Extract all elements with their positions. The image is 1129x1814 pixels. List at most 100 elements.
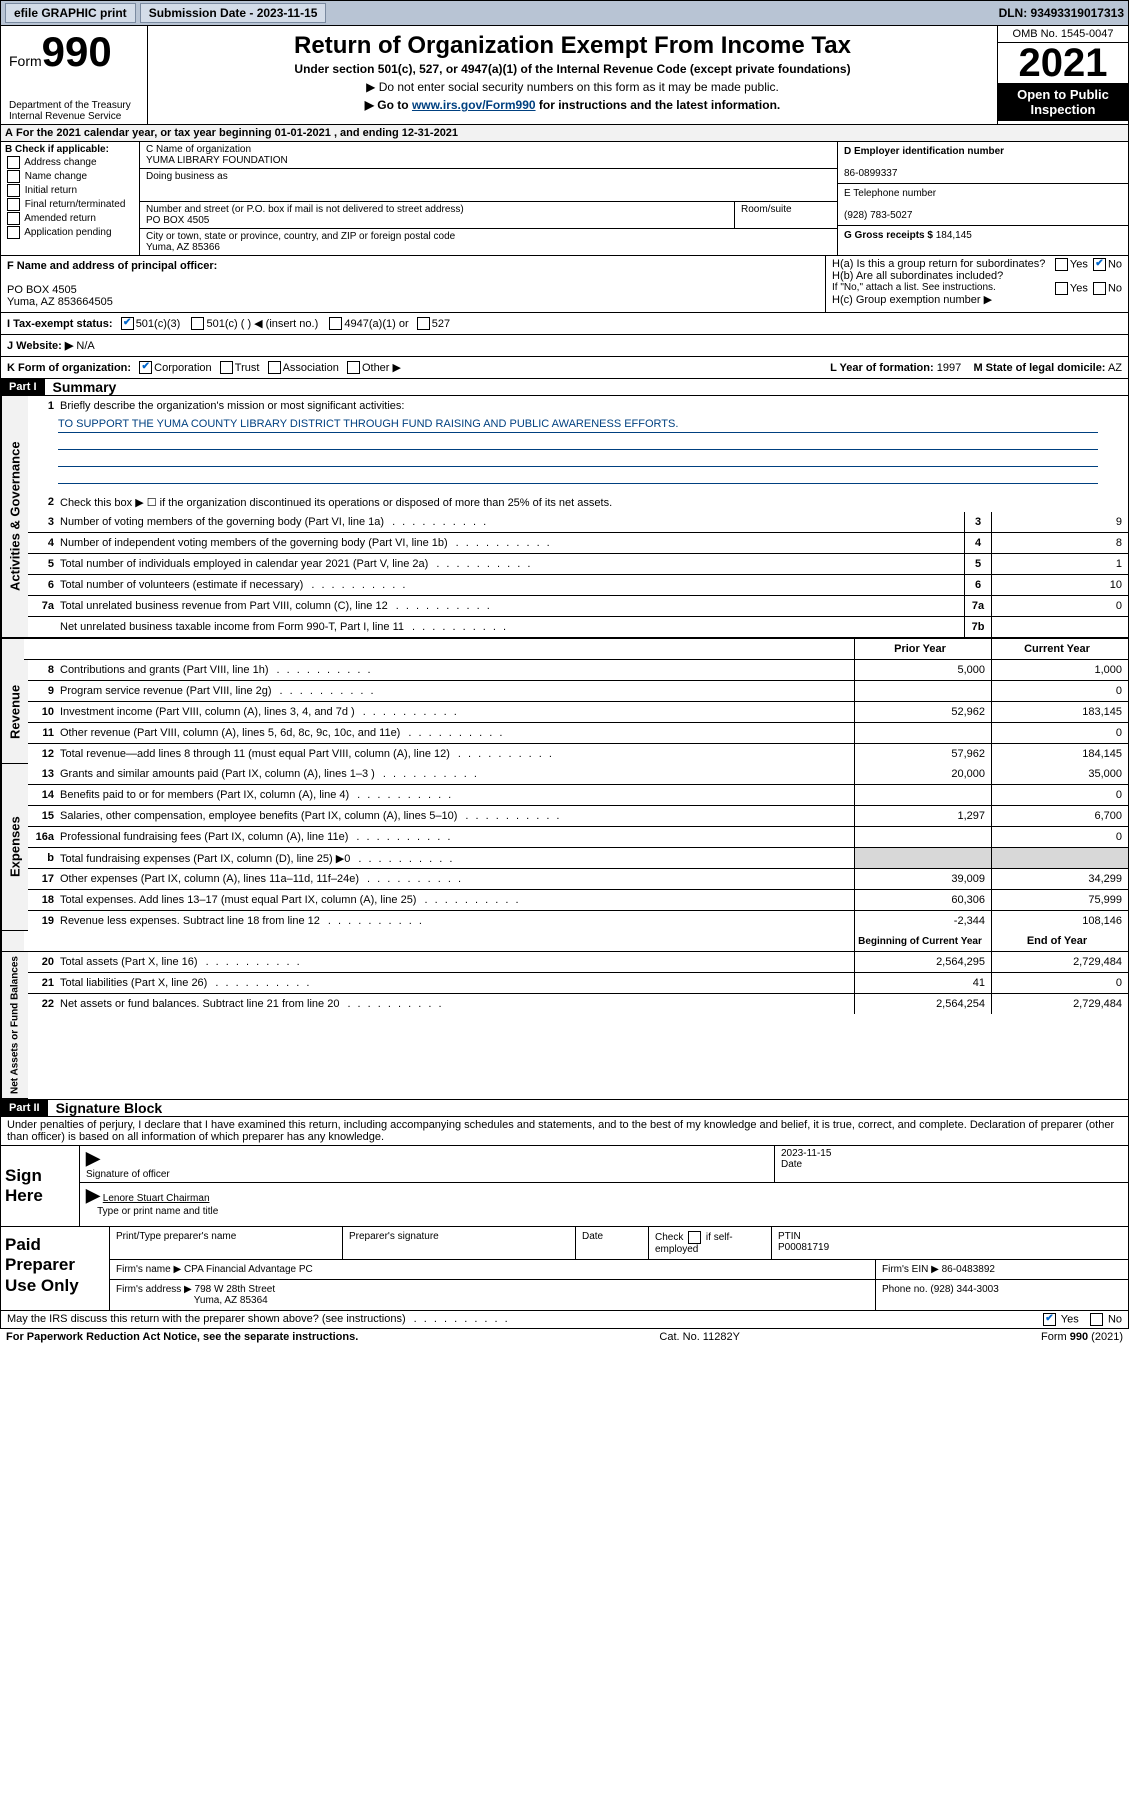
preparer-sig[interactable]: Preparer's signature — [343, 1227, 576, 1259]
revenue-lines-line-8: 8Contributions and grants (Part VIII, li… — [28, 660, 1128, 681]
dept-label: Department of the Treasury — [9, 100, 139, 111]
discuss-yes[interactable] — [1043, 1313, 1056, 1326]
chk-address-change[interactable]: Address change — [5, 156, 135, 169]
line-2: 2 Check this box ▶ ☐ if the organization… — [28, 492, 1128, 512]
governance-body: 1 Briefly describe the organization's mi… — [28, 396, 1128, 638]
netassets-lines-line-22: 22Net assets or fund balances. Subtract … — [28, 994, 1128, 1014]
gov-line-4: 4Number of independent voting members of… — [28, 533, 1128, 554]
expenses-lines-line-b: bTotal fundraising expenses (Part IX, co… — [28, 848, 1128, 869]
prior-year-header: Prior Year — [854, 639, 991, 659]
header-left: Form990 Department of the Treasury Inter… — [1, 26, 148, 124]
h-a: H(a) Is this a group return for subordin… — [832, 258, 1122, 270]
phone-label: E Telephone number — [844, 188, 936, 199]
irs-label: Internal Revenue Service — [9, 111, 139, 122]
preparer-name[interactable]: Print/Type preparer's name — [110, 1227, 343, 1259]
officer-h-row: F Name and address of principal officer:… — [0, 256, 1129, 313]
governance-label: Activities & Governance — [1, 396, 28, 638]
paid-row-3: Firm's address ▶ 798 W 28th Street Yuma,… — [110, 1280, 1128, 1310]
chk-501c[interactable] — [191, 317, 204, 330]
section-f: F Name and address of principal officer:… — [1, 256, 825, 312]
paid-body: Print/Type preparer's name Preparer's si… — [110, 1227, 1128, 1310]
row-k: K Form of organization: Corporation Trus… — [0, 357, 1129, 379]
end-year-header: End of Year — [991, 931, 1128, 951]
chk-corporation[interactable] — [139, 361, 152, 374]
chk-initial-return[interactable]: Initial return — [5, 184, 135, 197]
part2-bar: Part II Signature Block — [0, 1100, 1129, 1117]
part2-label: Part II — [1, 1100, 48, 1116]
sig-date: 2023-11-15 Date — [775, 1146, 1128, 1182]
j-label: J Website: ▶ — [7, 339, 73, 352]
form-header: Form990 Department of the Treasury Inter… — [0, 26, 1129, 125]
paid-label: Paid Preparer Use Only — [1, 1227, 110, 1310]
note2-pre: ▶ Go to — [365, 98, 412, 112]
chk-501c3[interactable] — [121, 317, 134, 330]
expenses-lines-line-17: 17Other expenses (Part IX, column (A), l… — [28, 869, 1128, 890]
twocol-header: b Prior Year Current Year — [24, 639, 1128, 660]
chk-527[interactable] — [417, 317, 430, 330]
self-employed[interactable]: Check if self-employed — [649, 1227, 772, 1259]
expenses-lines-line-14: 14Benefits paid to or for members (Part … — [28, 785, 1128, 806]
tax-year-row: A For the 2021 calendar year, or tax yea… — [0, 125, 1129, 142]
gov-line-7b: Net unrelated business taxable income fr… — [28, 617, 1128, 638]
chk-application-pending[interactable]: Application pending — [5, 226, 135, 239]
begin-year-header: Beginning of Current Year — [854, 931, 991, 951]
expenses-lines-line-18: 18Total expenses. Add lines 13–17 (must … — [28, 890, 1128, 911]
part2-title: Signature Block — [48, 1100, 163, 1116]
revenue-body: 8Contributions and grants (Part VIII, li… — [28, 660, 1128, 764]
chk-other[interactable] — [347, 361, 360, 374]
chk-association[interactable] — [268, 361, 281, 374]
sig-officer[interactable]: ▶ Signature of officer — [80, 1146, 775, 1182]
pra-left: For Paperwork Reduction Act Notice, see … — [6, 1331, 358, 1343]
dba-box: Doing business as — [140, 169, 837, 202]
hb-no[interactable] — [1093, 282, 1106, 295]
org-name: YUMA LIBRARY FOUNDATION — [146, 155, 288, 166]
netassets-lines-line-21: 21Total liabilities (Part X, line 26)410 — [28, 973, 1128, 994]
efile-label: efile GRAPHIC print — [5, 3, 136, 23]
k-label: K Form of organization: — [7, 362, 131, 374]
mission-text: TO SUPPORT THE YUMA COUNTY LIBRARY DISTR… — [28, 418, 1128, 484]
i-label: I Tax-exempt status: — [7, 318, 113, 330]
room-label: Room/suite — [741, 204, 792, 215]
firm-phone: Phone no. (928) 344-3003 — [876, 1280, 1128, 1310]
preparer-date[interactable]: Date — [576, 1227, 649, 1259]
gov-line-7a: 7aTotal unrelated business revenue from … — [28, 596, 1128, 617]
expenses-lines-line-15: 15Salaries, other compensation, employee… — [28, 806, 1128, 827]
officer-addr2: Yuma, AZ 853664505 — [7, 296, 113, 308]
expenses-label: Expenses — [1, 764, 28, 931]
chk-final-return[interactable]: Final return/terminated — [5, 198, 135, 211]
governance-section: Activities & Governance 1 Briefly descri… — [0, 396, 1129, 638]
dba-label: Doing business as — [146, 171, 228, 182]
dots — [406, 1313, 510, 1326]
pra-row: For Paperwork Reduction Act Notice, see … — [0, 1329, 1129, 1345]
sig-name: ▶ Lenore Stuart Chairman Type or print n… — [80, 1183, 1128, 1219]
pra-mid: Cat. No. 11282Y — [659, 1331, 740, 1343]
name-label: C Name of organization — [146, 144, 251, 155]
discuss-no[interactable] — [1090, 1313, 1103, 1326]
netassets-label: Net Assets or Fund Balances — [1, 952, 28, 1099]
sign-row-2: ▶ Lenore Stuart Chairman Type or print n… — [80, 1183, 1128, 1219]
form-subtitle: Under section 501(c), 527, or 4947(a)(1)… — [152, 62, 993, 76]
phone-box: E Telephone number (928) 783-5027 — [838, 184, 1128, 226]
row-j: J Website: ▶ N/A — [0, 335, 1129, 357]
hb-yes[interactable] — [1055, 282, 1068, 295]
tax-year: 2021 — [998, 43, 1128, 83]
ein-value: 86-0899337 — [844, 168, 897, 179]
officer-addr1: PO BOX 4505 — [7, 284, 77, 296]
form990-link[interactable]: www.irs.gov/Form990 — [412, 98, 536, 112]
current-year-header: Current Year — [991, 639, 1128, 659]
form-number: Form990 — [9, 28, 139, 76]
mission-line-3 — [58, 452, 1098, 467]
chk-amended-return[interactable]: Amended return — [5, 212, 135, 225]
part1-label: Part I — [1, 379, 45, 395]
phone-value: (928) 783-5027 — [844, 210, 912, 221]
blank-side-2 — [1, 931, 24, 952]
revenue-section: Revenue 8Contributions and grants (Part … — [0, 660, 1129, 764]
discuss-q: May the IRS discuss this return with the… — [7, 1313, 406, 1326]
revenue-label: Revenue — [1, 660, 28, 764]
netassets-section: Net Assets or Fund Balances 20Total asse… — [0, 952, 1129, 1100]
chk-name-change[interactable]: Name change — [5, 170, 135, 183]
ha-no[interactable] — [1093, 258, 1106, 271]
ha-yes[interactable] — [1055, 258, 1068, 271]
chk-trust[interactable] — [220, 361, 233, 374]
chk-4947[interactable] — [329, 317, 342, 330]
